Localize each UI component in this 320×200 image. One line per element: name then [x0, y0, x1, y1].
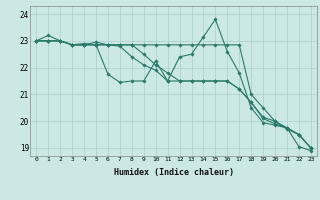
X-axis label: Humidex (Indice chaleur): Humidex (Indice chaleur): [114, 168, 234, 177]
